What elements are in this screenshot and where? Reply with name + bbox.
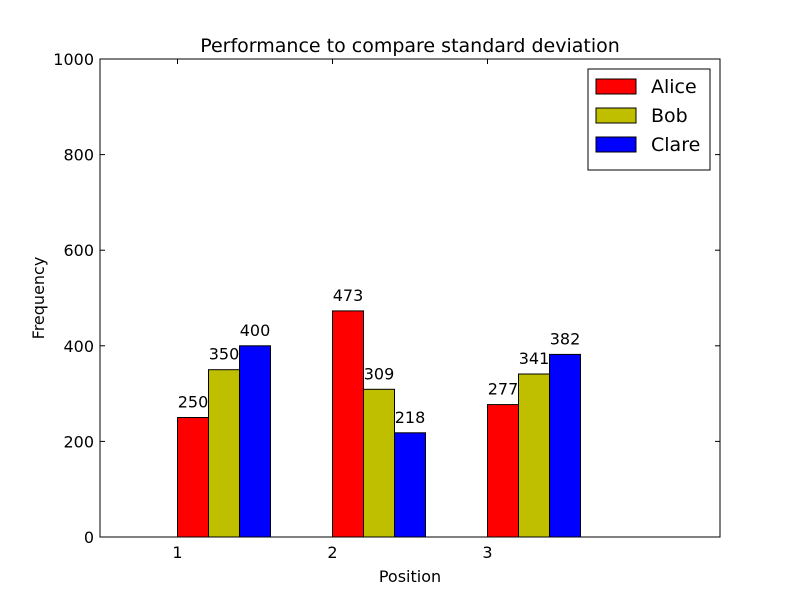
bar-value-label: 277 [488,380,519,399]
bar-value-label: 250 [178,393,209,412]
x-axis-label: Position [379,567,441,586]
legend-label-bob: Bob [651,105,688,127]
bar-value-label: 400 [240,321,271,340]
bar-value-label: 350 [209,345,240,364]
bar-labels-layer: 250 473 277 350 309 341 400 218 382 [178,286,581,427]
bar-value-label: 341 [519,349,550,368]
bar-value-label: 309 [364,364,395,383]
bar-alice-3 [487,404,519,538]
bar-bob-2 [363,388,395,538]
y-axis-label: Frequency [29,257,48,340]
x-tick-label: 1 [172,543,182,562]
y-tick-label: 0 [84,528,94,547]
legend-label-clare: Clare [651,134,700,156]
legend: Alice Bob Clare [587,68,711,171]
y-tick-label: 800 [63,146,94,165]
legend-label-alice: Alice [651,76,697,98]
bar-bob-3 [518,373,550,538]
chart-title: Performance to compare standard deviatio… [200,35,620,57]
legend-swatch-clare [595,136,637,153]
legend-swatch-alice [595,78,637,95]
bars-layer [177,310,581,538]
x-tick-label: 3 [482,543,492,562]
legend-swatch-bob [595,107,637,124]
bar-value-label: 382 [550,329,581,348]
y-tick-label: 400 [63,337,94,356]
bar-clare-3 [549,353,581,538]
y-tick-label: 600 [63,241,94,260]
bar-alice-2 [332,310,364,538]
y-tick-label: 1000 [53,50,94,69]
bar-clare-1 [239,345,271,538]
bar-clare-2 [394,432,426,538]
y-tick-label: 200 [63,432,94,451]
plot-area-frame [99,58,721,538]
bar-value-label: 473 [333,286,364,305]
axis-ticks-layer: 0 200 400 600 800 1000 1 2 3 [53,50,720,562]
bar-bob-1 [208,369,240,538]
bar-value-label: 218 [395,408,426,427]
x-tick-label: 2 [327,543,337,562]
bar-alice-1 [177,417,209,538]
